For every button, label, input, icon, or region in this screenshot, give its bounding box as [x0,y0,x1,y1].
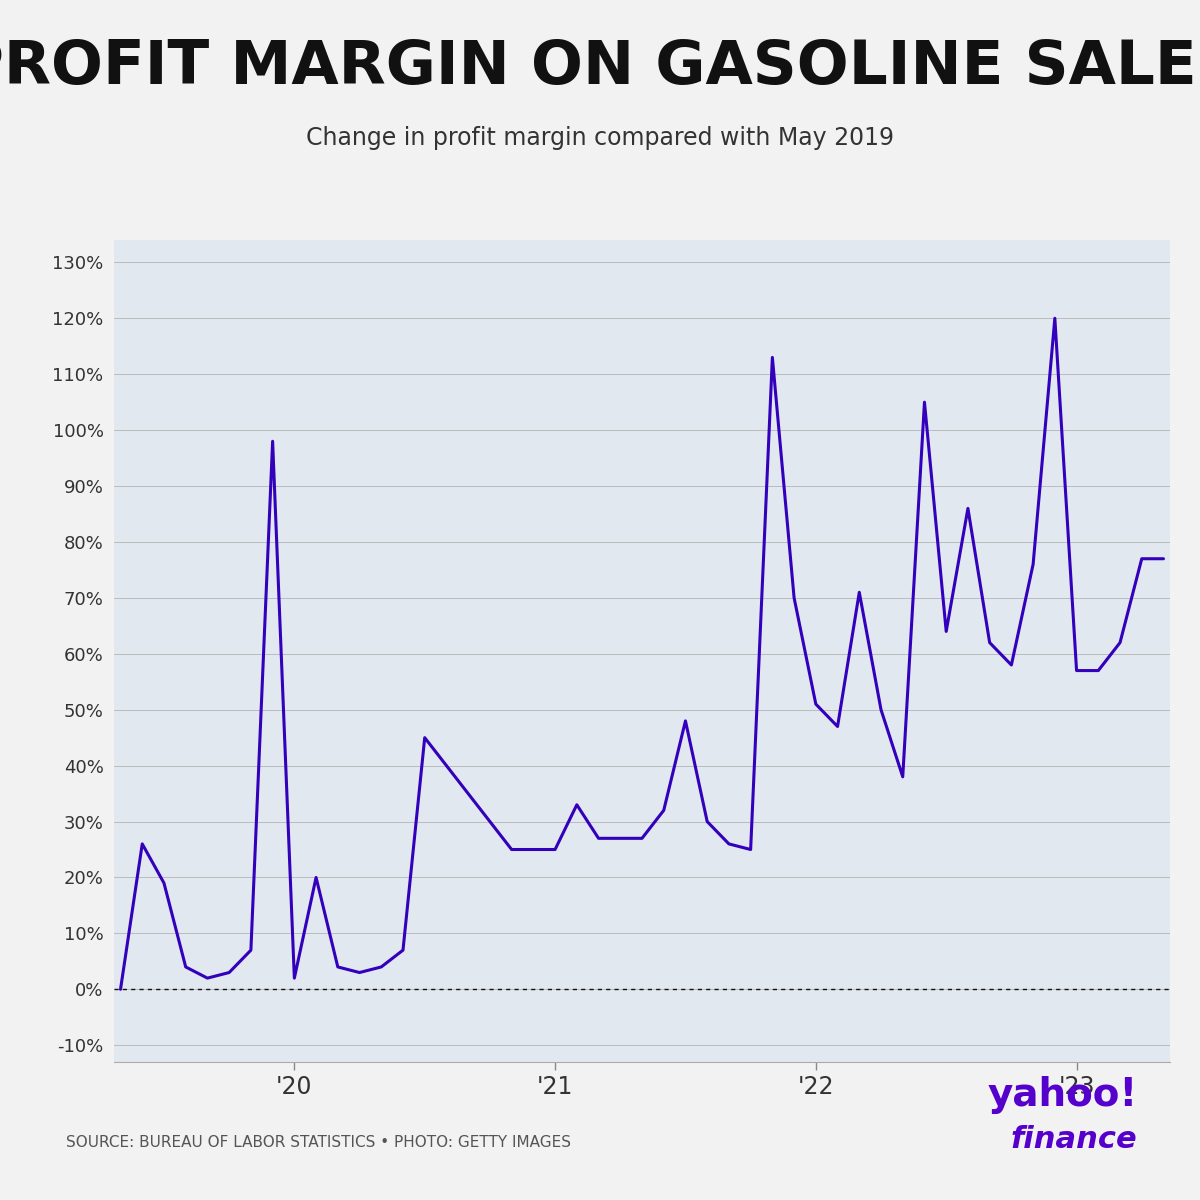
Text: finance: finance [1010,1126,1138,1154]
Text: PROFIT MARGIN ON GASOLINE SALES: PROFIT MARGIN ON GASOLINE SALES [0,38,1200,97]
Text: SOURCE: BUREAU OF LABOR STATISTICS • PHOTO: GETTY IMAGES: SOURCE: BUREAU OF LABOR STATISTICS • PHO… [66,1135,571,1150]
Text: Change in profit margin compared with May 2019: Change in profit margin compared with Ma… [306,126,894,150]
Text: yahoo!: yahoo! [988,1075,1138,1114]
